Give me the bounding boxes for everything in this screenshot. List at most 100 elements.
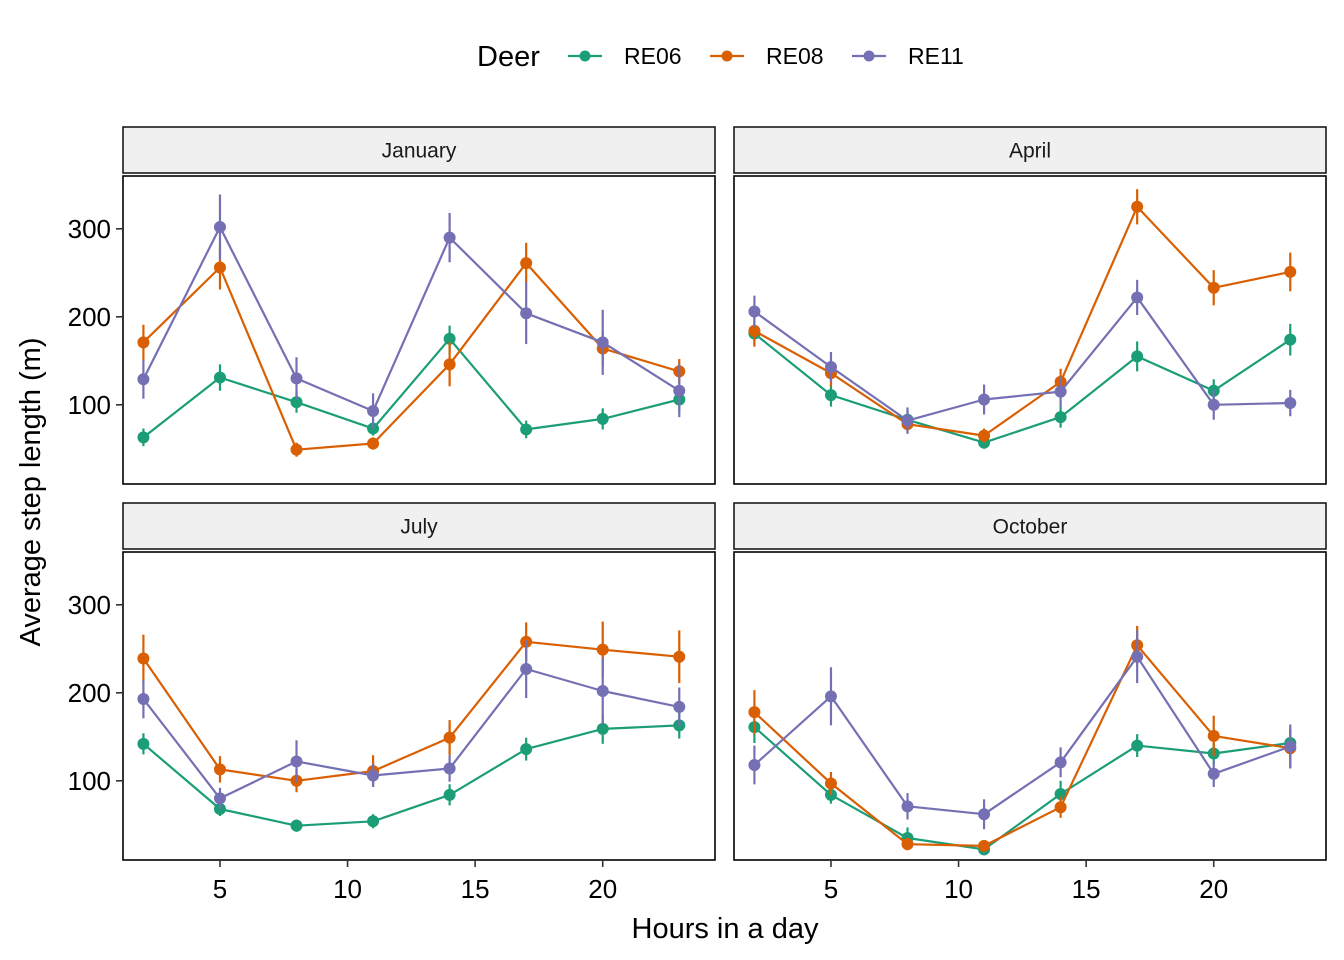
data-point — [137, 431, 150, 444]
data-point — [213, 221, 226, 234]
strip-label-april: April — [1009, 140, 1051, 163]
legend-label-re06: RE06 — [624, 43, 682, 69]
x-tick-label: 5 — [213, 874, 227, 904]
data-point — [673, 384, 686, 397]
data-point — [901, 414, 914, 427]
data-point — [901, 800, 914, 813]
panel-april: April — [733, 126, 1327, 485]
data-point — [137, 373, 150, 386]
panel-july: July — [122, 502, 716, 861]
data-point — [1131, 291, 1144, 304]
series-line — [142, 262, 680, 451]
data-point — [290, 443, 303, 456]
data-point — [748, 758, 761, 771]
data-point — [1054, 756, 1067, 769]
data-point — [978, 839, 991, 852]
data-point — [137, 692, 150, 705]
series-re08-april — [748, 189, 1297, 443]
data-point — [1131, 650, 1144, 663]
panel-background-july — [123, 552, 715, 860]
y-tick-label: 100 — [68, 390, 111, 420]
legend-label-re08: RE08 — [766, 43, 824, 69]
data-point — [520, 743, 533, 756]
panel-background-january — [123, 176, 715, 484]
data-point — [596, 412, 609, 425]
panel-january: January — [122, 126, 716, 485]
data-point — [137, 336, 150, 349]
strip-april — [733, 126, 1327, 174]
data-point — [1054, 385, 1067, 398]
data-point — [748, 324, 761, 337]
x-tick-label: 15 — [461, 874, 490, 904]
data-point — [367, 815, 380, 828]
series-line — [753, 205, 1291, 437]
data-point — [824, 389, 837, 402]
data-point — [290, 755, 303, 768]
data-point — [978, 429, 991, 442]
data-point — [1207, 398, 1220, 411]
legend: Deer RE06 RE08 RE11 — [477, 41, 964, 73]
legend-key-point — [721, 50, 733, 62]
data-point — [824, 777, 837, 790]
data-point — [443, 762, 456, 775]
x-tick-label: 20 — [588, 874, 617, 904]
series-re11-january — [137, 194, 686, 429]
legend-key-re11 — [852, 50, 886, 62]
panels: January April July October — [122, 126, 1327, 861]
strip-october — [733, 502, 1327, 550]
data-point — [1284, 265, 1297, 278]
data-point — [1054, 801, 1067, 814]
y-tick-label: 300 — [68, 590, 111, 620]
series-re11-july — [137, 640, 686, 809]
y-tick-label: 200 — [68, 302, 111, 332]
data-point — [213, 763, 226, 776]
data-point — [213, 261, 226, 274]
panel-border-july — [122, 551, 716, 861]
data-point — [443, 231, 456, 244]
data-point — [1284, 397, 1297, 410]
data-point — [673, 700, 686, 713]
data-point — [1207, 729, 1220, 742]
data-point — [137, 652, 150, 665]
data-point — [290, 372, 303, 385]
data-point — [596, 722, 609, 735]
x-axis-title: Hours in a day — [632, 913, 819, 945]
data-point — [520, 663, 533, 676]
legend-key-point — [863, 50, 875, 62]
series-line — [753, 655, 1291, 816]
data-point — [596, 643, 609, 656]
strip-label-january: January — [382, 140, 457, 163]
y-tick-label: 100 — [68, 766, 111, 796]
x-tick-label: 20 — [1199, 874, 1228, 904]
y-tick-label: 300 — [68, 214, 111, 244]
data-point — [673, 650, 686, 663]
data-point — [137, 737, 150, 750]
strip-label-october: October — [993, 516, 1068, 539]
panel-background-april — [734, 176, 1326, 484]
data-point — [596, 336, 609, 349]
series-line — [142, 337, 680, 439]
data-point — [1131, 739, 1144, 752]
legend-key-re08 — [710, 50, 744, 62]
data-point — [213, 371, 226, 384]
data-point — [1054, 411, 1067, 424]
series-re06-july — [137, 712, 686, 832]
data-point — [978, 808, 991, 821]
series-line — [753, 726, 1291, 851]
data-point — [748, 305, 761, 318]
x-tick-label: 10 — [333, 874, 362, 904]
series-line — [142, 225, 680, 413]
data-point — [824, 690, 837, 703]
data-point — [443, 358, 456, 371]
strip-january — [122, 126, 716, 174]
series-line — [753, 644, 1291, 848]
data-point — [213, 792, 226, 805]
data-point — [901, 838, 914, 851]
data-point — [596, 685, 609, 698]
axes: 100 200 300 100 200 300 5 10 15 20 5 10 15 20 — [68, 214, 1229, 904]
data-point — [290, 396, 303, 409]
data-point — [824, 360, 837, 373]
data-point — [1131, 200, 1144, 213]
data-point — [367, 769, 380, 782]
